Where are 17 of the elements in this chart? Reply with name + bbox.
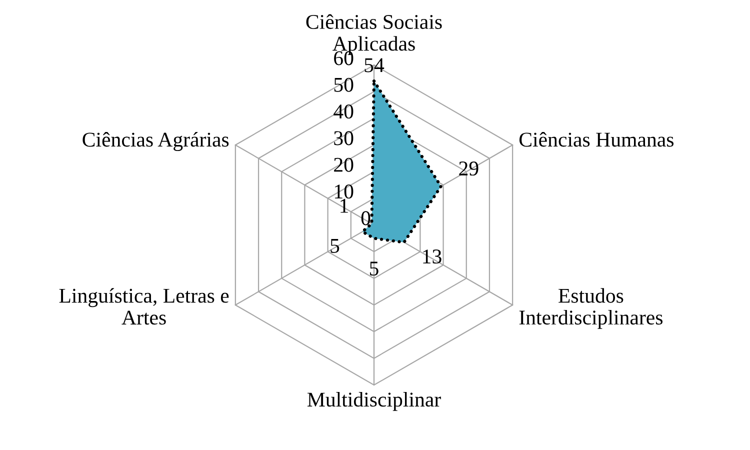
- data-label: 29: [459, 162, 478, 176]
- y-tick-label: 30: [334, 131, 354, 146]
- data-label: 1: [340, 198, 348, 213]
- spoke-label: Multidisciplinar: [307, 392, 441, 411]
- spoke-label: Ciências Agrárias: [82, 132, 229, 151]
- y-tick-label: 10: [335, 184, 354, 199]
- data-label: 5: [370, 262, 378, 276]
- data-label: 13: [423, 250, 442, 264]
- y-tick-label: 50: [334, 78, 354, 92]
- y-tick-label: 0: [361, 211, 370, 226]
- spoke-label: Linguística, Letras e Artes: [59, 288, 229, 325]
- data-label: 5: [330, 239, 340, 253]
- spoke-label: Ciências Humanas: [519, 132, 674, 147]
- y-tick-label: 40: [334, 104, 354, 119]
- y-tick-label: 20: [334, 158, 354, 172]
- spoke-label: Estudos Interdisciplinares: [519, 288, 662, 329]
- data-label: 54: [364, 58, 384, 72]
